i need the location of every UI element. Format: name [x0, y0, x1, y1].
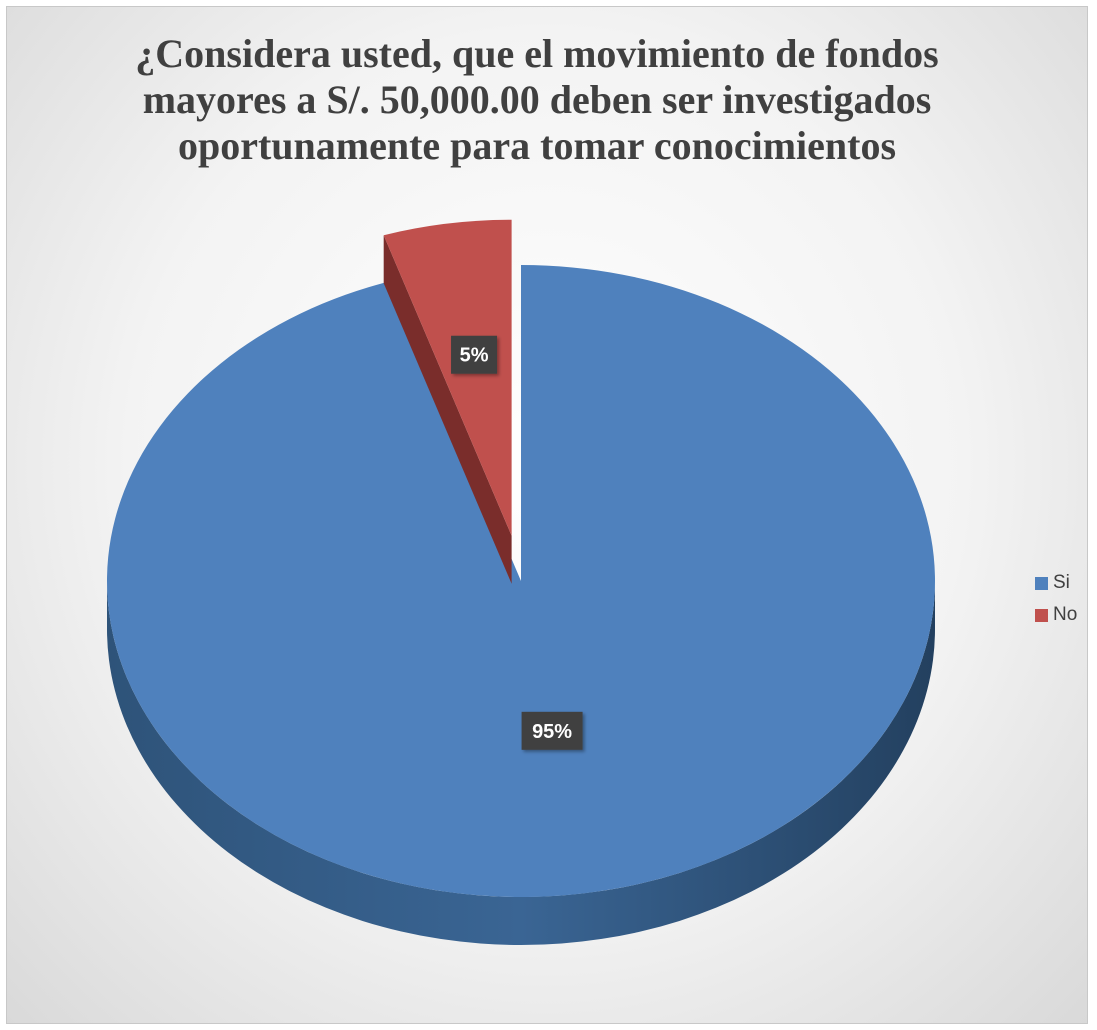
pie-slice-no [383, 219, 512, 584]
chart-title: ¿Considera usted, que el movimiento de f… [135, 31, 939, 168]
legend: Si No [1035, 567, 1077, 631]
legend-label-no: No [1053, 604, 1078, 625]
legend-swatch-no [1035, 608, 1048, 622]
data-label-text-no: 5% [460, 345, 489, 367]
pie-top-si [106, 265, 935, 898]
chart-area: ¿Considera usted, que el movimiento de f… [6, 6, 1088, 1024]
legend-item-si: Si [1035, 567, 1077, 599]
pie-top-no [383, 219, 512, 536]
legend-item-no: No [1035, 599, 1077, 631]
data-label-text-si: 95% [532, 721, 572, 743]
data-label-si: 95% [521, 711, 583, 750]
data-label-box-si [521, 711, 583, 750]
pie-slice-si [106, 265, 935, 945]
data-label-no: 5% [451, 335, 498, 374]
data-label-box-no [451, 335, 498, 374]
pie-chart: 95% 5% [106, 219, 935, 945]
legend-label-si: Si [1053, 572, 1070, 593]
pie-wall-no [383, 235, 512, 584]
legend-swatch-si [1035, 576, 1048, 590]
